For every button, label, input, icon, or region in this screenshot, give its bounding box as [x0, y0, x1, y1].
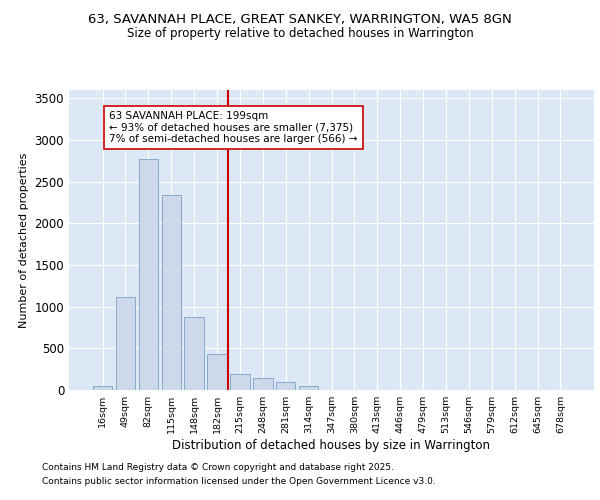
Text: 63, SAVANNAH PLACE, GREAT SANKEY, WARRINGTON, WA5 8GN: 63, SAVANNAH PLACE, GREAT SANKEY, WARRIN… [88, 12, 512, 26]
Bar [208, 354, 227, 390]
Y-axis label: Number of detached properties: Number of detached properties [19, 152, 29, 328]
X-axis label: Distribution of detached houses by size in Warrington: Distribution of detached houses by size … [173, 439, 491, 452]
Bar [93, 386, 112, 390]
Bar [276, 382, 295, 390]
Bar [299, 386, 319, 390]
Bar [161, 195, 181, 390]
Text: Size of property relative to detached houses in Warrington: Size of property relative to detached ho… [127, 28, 473, 40]
Text: Contains HM Land Registry data © Crown copyright and database right 2025.: Contains HM Land Registry data © Crown c… [42, 464, 394, 472]
Bar [184, 316, 204, 390]
Bar [253, 378, 272, 390]
Bar [139, 159, 158, 390]
Bar [116, 296, 135, 390]
Bar [230, 374, 250, 390]
Text: 63 SAVANNAH PLACE: 199sqm
← 93% of detached houses are smaller (7,375)
7% of sem: 63 SAVANNAH PLACE: 199sqm ← 93% of detac… [109, 111, 358, 144]
Text: Contains public sector information licensed under the Open Government Licence v3: Contains public sector information licen… [42, 477, 436, 486]
